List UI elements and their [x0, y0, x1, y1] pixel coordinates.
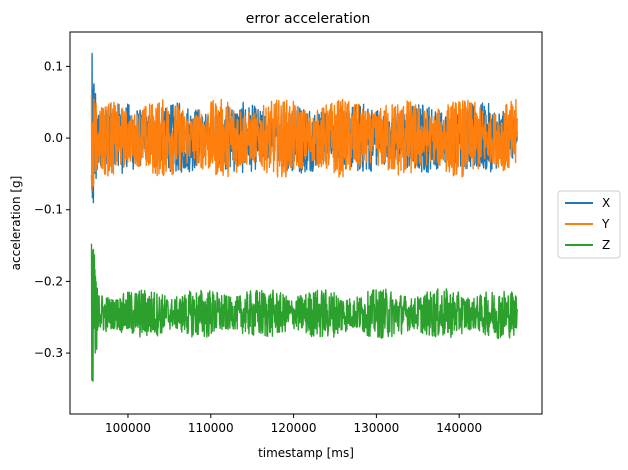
x-tick-label: 140000: [436, 421, 482, 435]
x-axis-label: timestamp [ms]: [258, 446, 354, 460]
x-tick-label: 120000: [271, 421, 317, 435]
legend-label-x: X: [602, 196, 610, 210]
y-tick-label: −0.1: [34, 203, 63, 217]
legend-label-y: Y: [601, 217, 610, 231]
x-tick-label: 100000: [105, 421, 151, 435]
y-tick-label: −0.3: [34, 346, 63, 360]
y-tick-label: 0.1: [44, 59, 63, 73]
y-axis-label: acceleration [g]: [9, 176, 23, 271]
y-tick-label: −0.2: [34, 274, 63, 288]
x-axis-ticks: 100000 110000 120000 130000 140000: [105, 414, 482, 435]
x-tick-label: 130000: [353, 421, 399, 435]
series-line-y: [90, 94, 518, 192]
axes-frame: [69, 31, 543, 415]
plot-area: [90, 52, 518, 382]
legend: XYZ: [557, 190, 621, 259]
series-line-z: [90, 243, 518, 382]
y-tick-label: 0.0: [44, 131, 63, 145]
series-layer: [90, 52, 518, 382]
y-axis-ticks: −0.3 −0.2 −0.1 0.0 0.1: [34, 59, 70, 360]
legend-label-z: Z: [602, 238, 610, 252]
x-tick-label: 110000: [188, 421, 234, 435]
chart-title: error acceleration: [246, 11, 371, 27]
